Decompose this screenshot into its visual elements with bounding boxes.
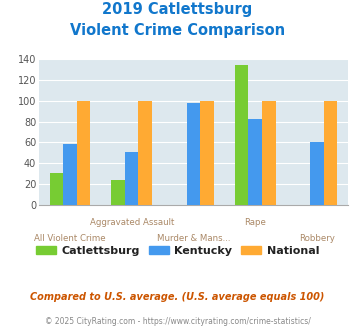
Bar	[235, 65, 248, 205]
Text: Murder & Mans...: Murder & Mans...	[157, 234, 230, 243]
Text: All Violent Crime: All Violent Crime	[34, 234, 106, 243]
Bar	[187, 103, 200, 205]
Legend: Catlettsburg, Kentucky, National: Catlettsburg, Kentucky, National	[31, 241, 324, 260]
Text: 2019 Catlettsburg: 2019 Catlettsburg	[102, 2, 253, 16]
Text: Robbery: Robbery	[299, 234, 335, 243]
Text: Aggravated Assault: Aggravated Assault	[89, 218, 174, 227]
Bar	[125, 152, 138, 205]
Text: Violent Crime Comparison: Violent Crime Comparison	[70, 23, 285, 38]
Bar	[111, 180, 125, 205]
Text: Compared to U.S. average. (U.S. average equals 100): Compared to U.S. average. (U.S. average …	[30, 292, 325, 302]
Bar	[50, 174, 63, 205]
Bar	[262, 101, 275, 205]
Text: Rape: Rape	[244, 218, 266, 227]
Bar	[77, 101, 90, 205]
Bar	[324, 101, 337, 205]
Bar	[310, 142, 324, 205]
Text: © 2025 CityRating.com - https://www.cityrating.com/crime-statistics/: © 2025 CityRating.com - https://www.city…	[45, 317, 310, 326]
Bar	[248, 118, 262, 205]
Bar	[63, 145, 77, 205]
Bar	[138, 101, 152, 205]
Bar	[200, 101, 214, 205]
